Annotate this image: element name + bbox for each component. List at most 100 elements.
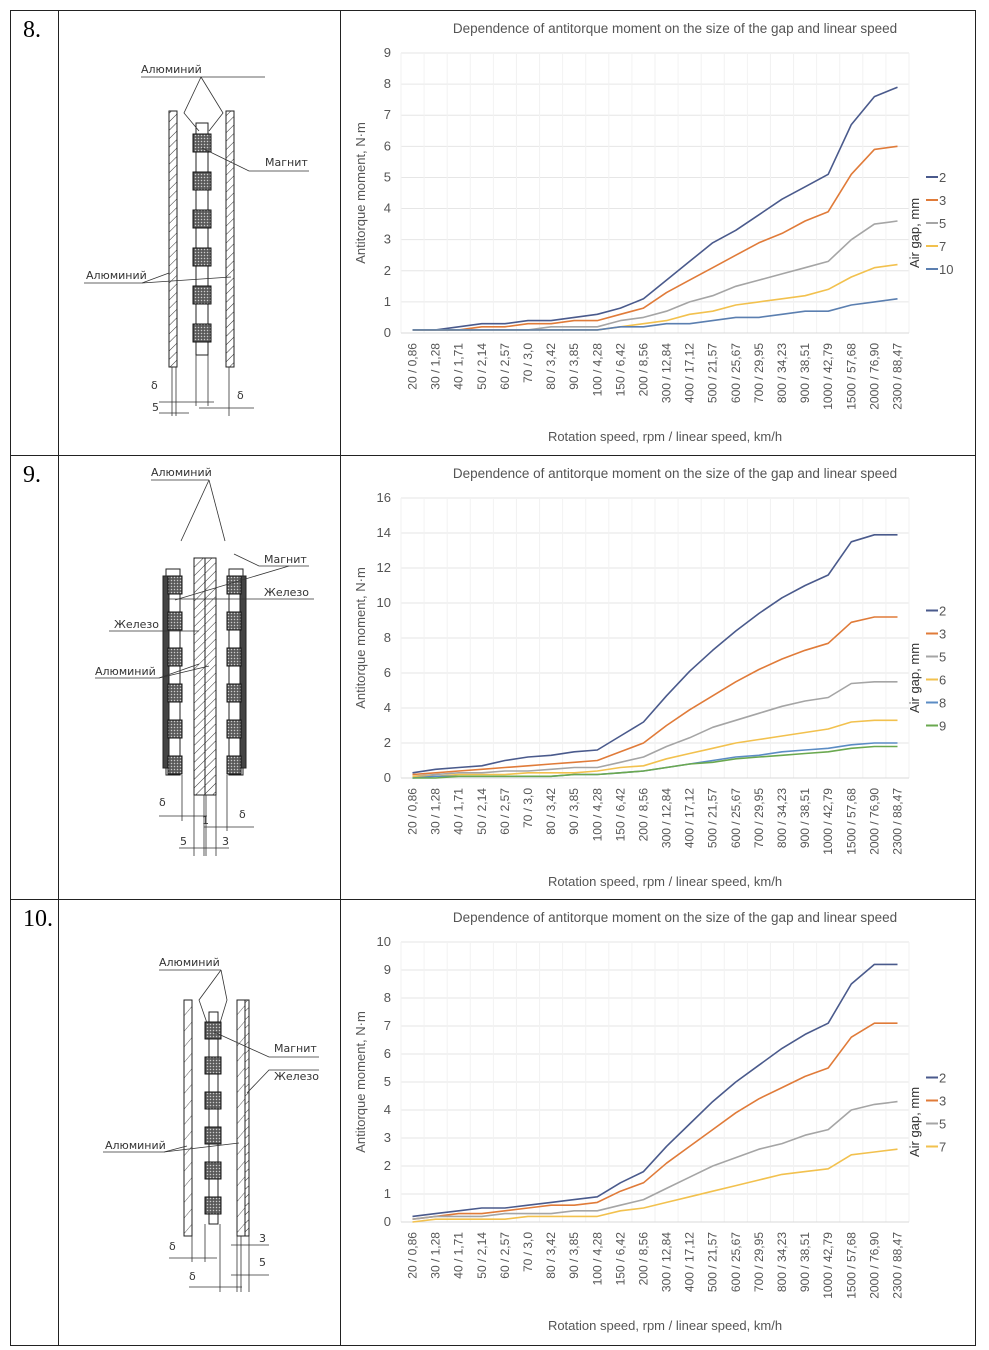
x-tick-label: 30 / 1,28 — [429, 1232, 443, 1279]
y-tick-label: 0 — [384, 770, 391, 785]
label-aluminium-top: Алюминий — [151, 466, 212, 479]
series-line-9 — [412, 745, 898, 779]
magnets — [204, 1021, 222, 1215]
label-magnet: Магнит — [264, 553, 307, 566]
dimension-3: 3 — [222, 835, 229, 848]
x-tick-label: 900 / 38,51 — [798, 343, 812, 403]
x-tick-label: 60 / 2,57 — [498, 1232, 512, 1279]
label-iron-center: Железо — [114, 618, 159, 631]
legend-label: 3 — [939, 193, 946, 208]
y-tick-label: 0 — [384, 1214, 391, 1229]
aluminium-plate-right — [225, 110, 235, 368]
y-tick-label: 1 — [384, 1186, 391, 1201]
series-line-3 — [412, 616, 898, 776]
x-tick-label: 50 / 2,14 — [475, 788, 489, 835]
x-tick-label: 20 / 0,86 — [406, 1232, 420, 1279]
label-iron-right: Железо — [264, 586, 309, 599]
x-tick-label: 700 / 29,95 — [752, 343, 766, 403]
series-line-10 — [412, 298, 898, 331]
leader-lines — [103, 969, 319, 1153]
rotor-disc — [208, 1011, 219, 1225]
leader-lines — [84, 76, 309, 284]
x-tick-label: 150 / 6,42 — [613, 788, 627, 842]
series-line-3 — [412, 1022, 898, 1220]
x-tick-label: 700 / 29,95 — [752, 788, 766, 848]
x-tick-label: 150 / 6,42 — [613, 1232, 627, 1286]
chart-cell: Dependence of antitorque moment on the s… — [340, 899, 976, 1346]
chart-cell: Dependence of antitorque moment on the s… — [340, 10, 976, 456]
dimension-delta: δ — [169, 1240, 176, 1253]
y-tick-label: 4 — [384, 700, 391, 715]
dimension-5: 5 — [259, 1256, 266, 1269]
y-tick-label: 3 — [384, 1130, 391, 1145]
x-tick-label: 70 / 3,0 — [521, 343, 535, 383]
series-line-2 — [412, 86, 898, 331]
x-tick-label: 150 / 6,42 — [613, 343, 627, 397]
dimension-delta: δ — [159, 796, 166, 809]
dimension-3: 3 — [259, 1232, 266, 1245]
y-tick-label: 16 — [377, 490, 391, 505]
y-tick-label: 0 — [384, 325, 391, 340]
x-tick-label: 800 / 34,23 — [775, 1232, 789, 1292]
x-tick-label: 300 / 12,84 — [660, 343, 674, 403]
label-aluminium-top: Алюминий — [159, 956, 220, 969]
x-tick-label: 400 / 17,12 — [683, 1232, 697, 1292]
chart-title: Dependence of antitorque moment on the s… — [453, 910, 897, 925]
magnets — [167, 575, 242, 775]
aluminium-iron-plate-right — [236, 999, 250, 1237]
x-tick-label: 50 / 2,14 — [475, 1232, 489, 1279]
y-tick-label: 10 — [377, 934, 391, 949]
x-tick-label: 1500 / 57,68 — [844, 1232, 858, 1299]
center-disc — [193, 557, 217, 796]
y-tick-label: 8 — [384, 990, 391, 1005]
series-line-5 — [412, 1100, 898, 1220]
x-tick-label: 800 / 34,23 — [775, 788, 789, 848]
leader-lines — [95, 479, 314, 679]
legend-label: 2 — [939, 604, 946, 619]
y-tick-label: 9 — [384, 962, 391, 977]
aluminium-plate-left — [183, 999, 193, 1237]
x-tick-label: 60 / 2,57 — [498, 343, 512, 390]
dimension-delta: δ — [189, 1270, 196, 1283]
diagram-cell: Алюминий Магнит Алюминий δ 5 δ — [58, 10, 341, 456]
x-tick-label: 200 / 8,56 — [636, 1232, 650, 1286]
diagram-9: Алюминий Магнит Железо Железо Алюминий δ… — [95, 466, 314, 856]
y-tick-label: 2 — [384, 735, 391, 750]
x-tick-label: 1500 / 57,68 — [844, 343, 858, 410]
legend-label: 2 — [939, 170, 946, 185]
row-number-cell: 8. — [10, 10, 59, 456]
y-tick-label: 4 — [384, 1102, 391, 1117]
y-tick-label: 6 — [384, 1046, 391, 1061]
legend-label: 6 — [939, 673, 946, 688]
x-tick-label: 60 / 2,57 — [498, 788, 512, 835]
series-line-5 — [412, 681, 898, 778]
x-tick-label: 600 / 25,67 — [729, 343, 743, 403]
dimension-delta: δ — [151, 379, 158, 392]
table-row: 10. — [10, 899, 976, 1346]
y-tick-label: 5 — [384, 169, 391, 184]
y-tick-label: 7 — [384, 107, 391, 122]
x-tick-label: 100 / 4,28 — [590, 1232, 604, 1286]
x-tick-label: 2000 / 76,90 — [867, 1232, 881, 1299]
legend-label: 3 — [939, 627, 946, 642]
row-number: 9. — [23, 462, 41, 488]
legend-label: 8 — [939, 696, 946, 711]
x-tick-label: 700 / 29,95 — [752, 1232, 766, 1292]
series-line-2 — [412, 963, 898, 1218]
x-tick-label: 900 / 38,51 — [798, 788, 812, 848]
legend-title: Air gap, mm — [907, 1087, 922, 1157]
chart-10: Dependence of antitorque moment on the s… — [353, 910, 946, 1333]
legend-label: 5 — [939, 650, 946, 665]
series-line-2 — [412, 534, 898, 774]
x-tick-label: 2000 / 76,90 — [867, 343, 881, 410]
x-tick-label: 70 / 3,0 — [521, 788, 535, 828]
y-tick-label: 3 — [384, 232, 391, 247]
x-axis-label: Rotation speed, rpm / linear speed, km/h — [548, 874, 782, 889]
series-line-6 — [412, 719, 898, 778]
outer-rotor-right — [228, 568, 247, 776]
x-tick-label: 20 / 0,86 — [406, 343, 420, 390]
series-line-7 — [412, 1148, 898, 1223]
x-tick-label: 50 / 2,14 — [475, 343, 489, 390]
y-tick-label: 9 — [384, 45, 391, 60]
dimension-5: 5 — [152, 401, 159, 414]
